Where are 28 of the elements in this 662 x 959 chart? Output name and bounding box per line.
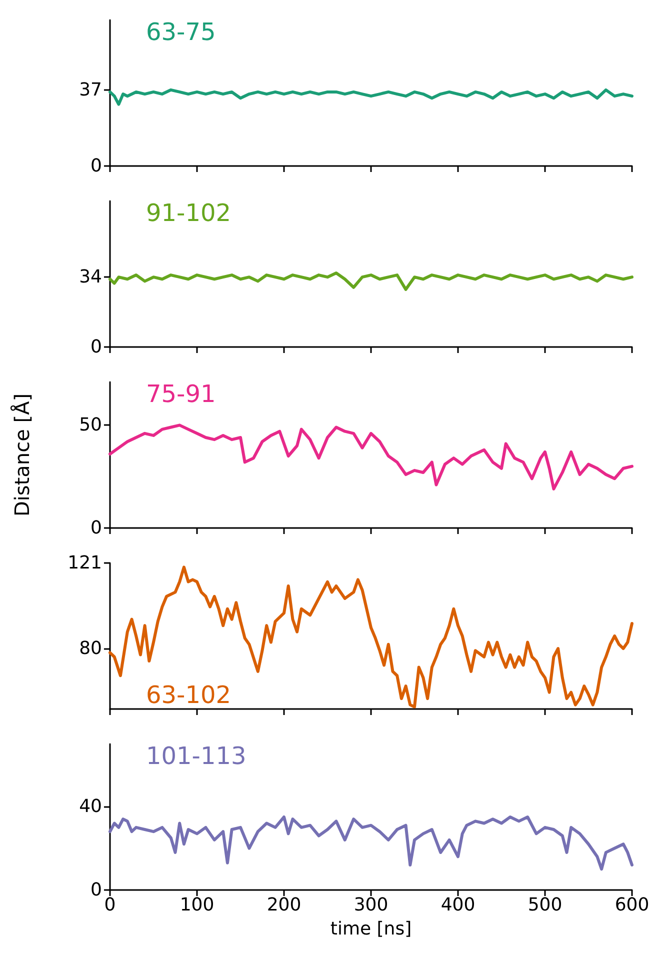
x-tick-label: 500 — [528, 894, 562, 916]
x-tick-label: 200 — [266, 894, 302, 916]
y-tick-label: 80 — [79, 638, 102, 660]
y-tick-label: 34 — [79, 266, 102, 288]
y-tick-label: 37 — [79, 79, 102, 100]
text: 101-113 — [146, 742, 246, 770]
series-label: 75-91 — [146, 380, 216, 408]
line-series — [108, 424, 634, 490]
series-label: 63-75 — [146, 18, 216, 46]
y-tick-label: 0 — [90, 880, 102, 900]
y-tick-label: 121 — [68, 552, 102, 574]
series-label: 63-102 — [146, 681, 232, 709]
y-tick-label: 40 — [79, 796, 102, 818]
x-tick-label: 300 — [354, 894, 388, 916]
line-series — [108, 88, 634, 106]
x-axis-title: time [ns] — [330, 918, 412, 940]
line-series — [108, 271, 634, 291]
y-tick-label: 50 — [79, 414, 102, 436]
y-tick-label: 0 — [90, 336, 102, 358]
x-tick-label: 0 — [104, 894, 116, 916]
y-tick-label: 0 — [90, 156, 102, 176]
y-tick-label: 0 — [90, 518, 102, 538]
text: 91-102 — [146, 199, 232, 227]
line-series — [108, 816, 634, 871]
x-tick-label: 100 — [180, 894, 214, 916]
x-tick-label: 400 — [440, 894, 476, 916]
x-tick-label: 600 — [614, 894, 650, 916]
y-axis-title: Distance [Å] — [10, 393, 34, 517]
